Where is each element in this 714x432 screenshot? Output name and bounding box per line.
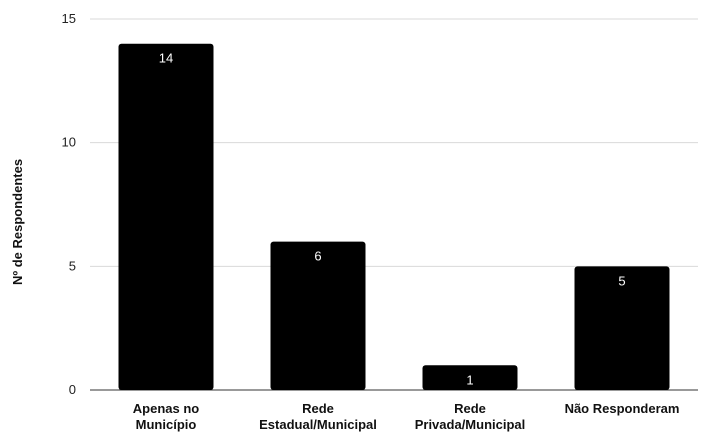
y-tick-label: 10: [62, 135, 76, 150]
bar: [422, 365, 518, 390]
bar: [118, 43, 214, 390]
x-category-label: Apenas no Município: [133, 401, 200, 432]
y-axis-title: Nº de Respondentes: [10, 159, 25, 285]
y-tick-label: 15: [62, 11, 76, 26]
data-label: 6: [314, 249, 321, 264]
data-label: 5: [618, 273, 625, 288]
bar: [270, 241, 366, 390]
x-category-label: Rede Estadual/Municipal: [259, 401, 377, 432]
data-labels: 14 6 1 5: [159, 51, 626, 388]
bars: [118, 43, 670, 390]
data-label: 14: [159, 51, 173, 66]
x-category-label: Rede Privada/Municipal: [415, 401, 526, 432]
x-category-label: Não Responderam: [565, 401, 680, 416]
bar: [574, 266, 670, 390]
x-axis-categories: Apenas no Município Rede Estadual/Municipal…: [133, 401, 680, 432]
y-tick-label: 5: [69, 258, 76, 273]
y-tick-label: 0: [69, 382, 76, 397]
data-label: 1: [466, 372, 473, 387]
y-axis-ticks: 0 5 10 15: [62, 11, 76, 397]
